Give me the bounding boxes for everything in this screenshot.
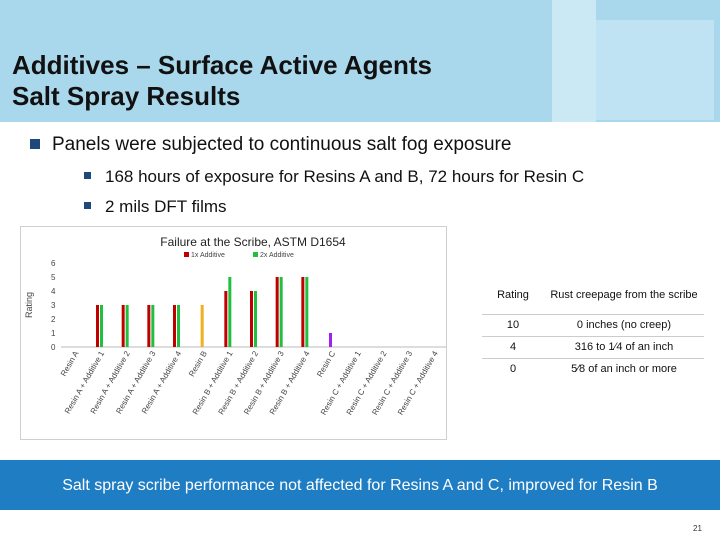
bar-control: [329, 333, 332, 347]
table-cell: 4: [482, 335, 544, 358]
bullet-square-icon: [84, 172, 91, 179]
table-cell: 3⁤16 to 1⁄4 of an inch: [544, 335, 704, 358]
legend-label: 2x Additive: [260, 252, 294, 259]
sub-bullet: 2 mils DFT films: [84, 197, 227, 217]
sub-bullet-text: 168 hours of exposure for Resins A and B…: [105, 167, 585, 186]
y-tick-label: 0: [51, 343, 56, 352]
y-tick-label: 2: [51, 315, 56, 324]
bar-2x-additive: [228, 277, 232, 347]
sub-bullet: 168 hours of exposure for Resins A and B…: [84, 167, 584, 187]
bar-1x-additive: [147, 305, 151, 347]
conclusion-band: [0, 460, 720, 510]
bar-2x-additive: [125, 305, 129, 347]
bullet-square-icon: [84, 202, 91, 209]
y-tick-label: 4: [51, 287, 56, 296]
bar-1x-additive: [96, 305, 99, 347]
table-header-cell: Rating: [497, 288, 529, 301]
bar-1x-additive: [275, 277, 279, 347]
table-header-cell: Rust creepage from the scribe: [550, 288, 698, 301]
legend-swatch: [253, 252, 258, 257]
table-cell: 10: [482, 313, 544, 336]
header-decor-block: [596, 20, 714, 120]
header-band: [0, 0, 720, 122]
table-cell: 5⁄8 of an inch or more: [544, 357, 704, 380]
bar-2x-additive: [177, 305, 180, 347]
bar-2x-additive: [151, 305, 155, 347]
y-tick-label: 5: [51, 273, 56, 282]
chart-title: Failure at the Scribe, ASTM D1654: [160, 235, 346, 249]
conclusion-text: Salt spray scribe performance not affect…: [62, 477, 658, 494]
bar-2x-additive: [100, 305, 103, 347]
bar-control: [200, 305, 204, 347]
x-tick-label: Resin A: [59, 349, 81, 378]
main-bullet: Panels were subjected to continuous salt…: [30, 134, 511, 156]
table-row: 4 3⁤16 to 1⁄4 of an inch: [482, 335, 704, 358]
legend-label: 1x Additive: [191, 252, 225, 259]
slide-title: Additives – Surface Active Agents Salt S…: [12, 50, 432, 112]
y-tick-label: 1: [51, 329, 56, 338]
bar-1x-additive: [121, 305, 125, 347]
x-tick-label: Resin C: [315, 349, 337, 378]
bar-1x-additive: [173, 305, 176, 347]
table-cell: 0: [482, 357, 544, 380]
bullet-square-icon: [30, 139, 40, 149]
title-line-1: Additives – Surface Active Agents: [12, 50, 432, 80]
bar-1x-additive: [250, 291, 253, 347]
rating-table: Rating Rust creepage from the scribe 10 …: [482, 276, 704, 380]
bar-2x-additive: [305, 277, 309, 347]
table-cell: 0 inches (no creep): [544, 313, 704, 336]
bar-2x-additive: [254, 291, 257, 347]
main-bullet-text: Panels were subjected to continuous salt…: [52, 134, 512, 155]
scribe-failure-chart: Failure at the Scribe, ASTM D1654 1x Addi…: [24, 235, 446, 417]
table-row: 0 5⁄8 of an inch or more: [482, 357, 704, 380]
header-decor-block: [552, 0, 596, 122]
y-tick-label: 6: [51, 259, 56, 268]
y-axis-label: Rating: [24, 292, 34, 318]
x-tick-label: Resin B: [187, 350, 209, 379]
table-row: 10 0 inches (no creep): [482, 313, 704, 336]
title-line-2: Salt Spray Results: [12, 81, 241, 111]
sub-bullet-text: 2 mils DFT films: [105, 197, 227, 216]
chart-frame: Failure at the Scribe, ASTM D1654 1x Addi…: [20, 226, 447, 440]
slide-number: 21: [693, 524, 702, 533]
bar-1x-additive: [224, 291, 228, 347]
table-header-row: Rating Rust creepage from the scribe: [482, 276, 704, 314]
bar-2x-additive: [279, 277, 283, 347]
legend-swatch: [184, 252, 189, 257]
y-tick-label: 3: [51, 301, 56, 310]
bar-1x-additive: [301, 277, 305, 347]
